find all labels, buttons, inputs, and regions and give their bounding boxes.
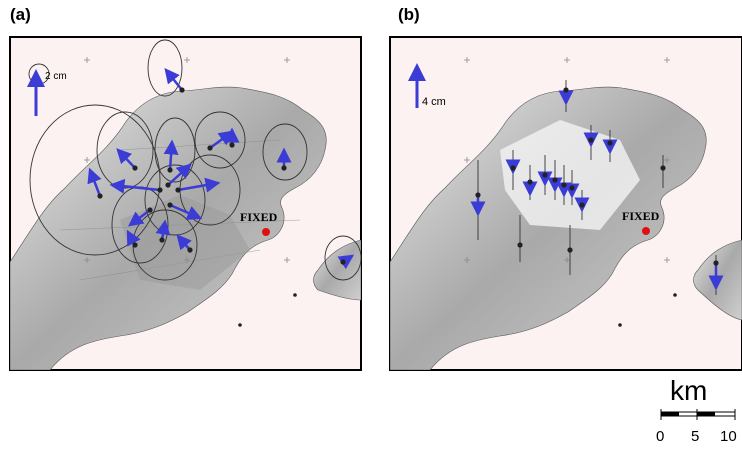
fixed-station-b bbox=[642, 227, 650, 235]
panel-a-label: (a) bbox=[10, 5, 31, 24]
panel-b-label: (b) bbox=[398, 5, 420, 24]
panel-b-map bbox=[389, 36, 742, 371]
scale-tick-10: 10 bbox=[720, 428, 737, 445]
panel-a-map bbox=[9, 36, 362, 371]
scale-bar bbox=[660, 409, 736, 420]
scale-tick-0: 0 bbox=[656, 428, 665, 445]
fixed-label-a: FIXED bbox=[240, 210, 278, 224]
scale-label-b: 4 cm bbox=[422, 96, 446, 108]
scale-tick-5: 5 bbox=[691, 428, 700, 445]
fixed-station-a bbox=[262, 228, 270, 236]
scale-label-a: 2 cm bbox=[45, 71, 67, 82]
scale-unit: km bbox=[670, 375, 708, 406]
fixed-label-b: FIXED bbox=[622, 209, 660, 223]
